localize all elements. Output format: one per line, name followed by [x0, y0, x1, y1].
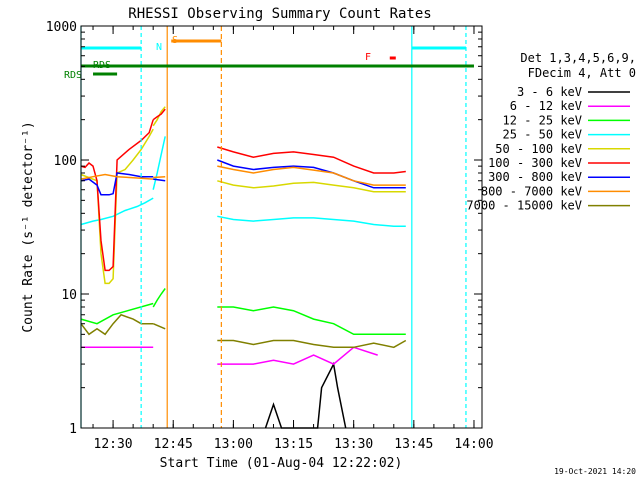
- x-tick-label: 13:15: [274, 437, 313, 452]
- series-100-300-kev-segment-3: [217, 146, 406, 174]
- y-tick-label: 1000: [46, 20, 77, 35]
- series-25-50-kev-segment-2: [152, 136, 166, 190]
- legend-label-100-300-kev: 100 - 300 keV: [488, 156, 582, 170]
- series-100-300-kev-segment-2: [152, 108, 166, 121]
- series-3-6-kev-segment-3: [264, 361, 347, 429]
- series-7000-15000-kev-segment-1: [80, 313, 154, 336]
- series-25-50-kev-segment-3: [217, 215, 406, 228]
- x-tick-label: 13:45: [394, 437, 433, 452]
- flag-layer: NS RDS RDS F: [64, 26, 474, 428]
- series-25-50-kev-segment-1: [80, 197, 154, 226]
- legend-header-1: Det 1,3,4,5,6,9,: [520, 51, 636, 65]
- legend: Det 1,3,4,5,6,9, FDecim 4, Att 0 3 - 6 k…: [466, 51, 636, 213]
- legend-label-12-25-kev: 12 - 25 keV: [503, 113, 582, 127]
- y-tick-label: 100: [54, 154, 77, 169]
- series-12-25-kev-segment-2: [152, 288, 166, 308]
- flag-label-n-1: N: [156, 42, 162, 53]
- legend-label-3-6-kev: 3 - 6 keV: [517, 85, 582, 99]
- y-tick-label: 1: [69, 422, 77, 437]
- flag-label-f-5: F: [365, 52, 371, 63]
- series-7000-15000-kev-segment-3: [217, 339, 407, 349]
- x-axis-label: Start Time (01-Aug-04 12:22:02): [160, 456, 403, 471]
- legend-label-50-100-kev: 50 - 100 keV: [495, 142, 582, 156]
- generation-timestamp: 19-Oct-2021 14:20: [554, 467, 636, 476]
- series-300-800-kev-segment-1: [80, 172, 154, 196]
- series-800-7000-kev-segment-3: [217, 165, 406, 186]
- series-12-25-kev-segment-3: [217, 306, 406, 336]
- legend-label-25-50-kev: 25 - 50 keV: [503, 128, 582, 142]
- flag-label-rds-3: RDS: [64, 70, 82, 81]
- legend-label-300-800-kev: 300 - 800 keV: [488, 170, 582, 184]
- series-12-25-kev-segment-1: [80, 302, 154, 325]
- chart-title: RHESSI Observing Summary Count Rates: [128, 6, 431, 22]
- series-6-12-kev-segment-3: [217, 346, 378, 365]
- series-layer: [80, 106, 407, 429]
- series-7000-15000-kev-segment-2: [152, 323, 166, 330]
- series-50-100-kev-segment-3: [217, 180, 406, 193]
- series-50-100-kev-segment-1: [80, 128, 154, 285]
- legend-label-7000-15000-kev: 7000 - 15000 keV: [466, 199, 582, 213]
- series-300-800-kev-segment-2: [153, 178, 166, 182]
- x-tick-label: 13:00: [214, 437, 253, 452]
- flag-label-rds-4: RDS: [93, 60, 111, 71]
- series-800-7000-kev-segment-2: [153, 175, 166, 179]
- series-800-7000-kev-segment-1: [80, 173, 154, 180]
- x-tick-label: 14:00: [454, 437, 493, 452]
- x-tick-label: 13:30: [334, 437, 373, 452]
- y-tick-label: 10: [61, 288, 77, 303]
- flag-label-s-2: S: [172, 35, 178, 46]
- y-axis: 1 10 100 1000: [46, 20, 482, 437]
- x-tick-label: 12:30: [94, 437, 133, 452]
- plot-frame: [80, 25, 483, 429]
- legend-header-2: FDecim 4, Att 0: [528, 66, 636, 80]
- legend-label-800-7000-kev: 800 - 7000 keV: [481, 184, 582, 198]
- series-100-300-kev-segment-1: [80, 119, 154, 272]
- x-tick-label: 12:45: [154, 437, 193, 452]
- legend-label-6-12-kev: 6 - 12 keV: [510, 99, 582, 113]
- y-axis-label: Count Rate (s⁻¹ detector⁻¹): [21, 121, 36, 332]
- series-300-800-kev-segment-3: [217, 159, 406, 189]
- x-axis: 12:30 12:45 13:00 13:15 13:30 13:45 14:00: [92, 26, 494, 452]
